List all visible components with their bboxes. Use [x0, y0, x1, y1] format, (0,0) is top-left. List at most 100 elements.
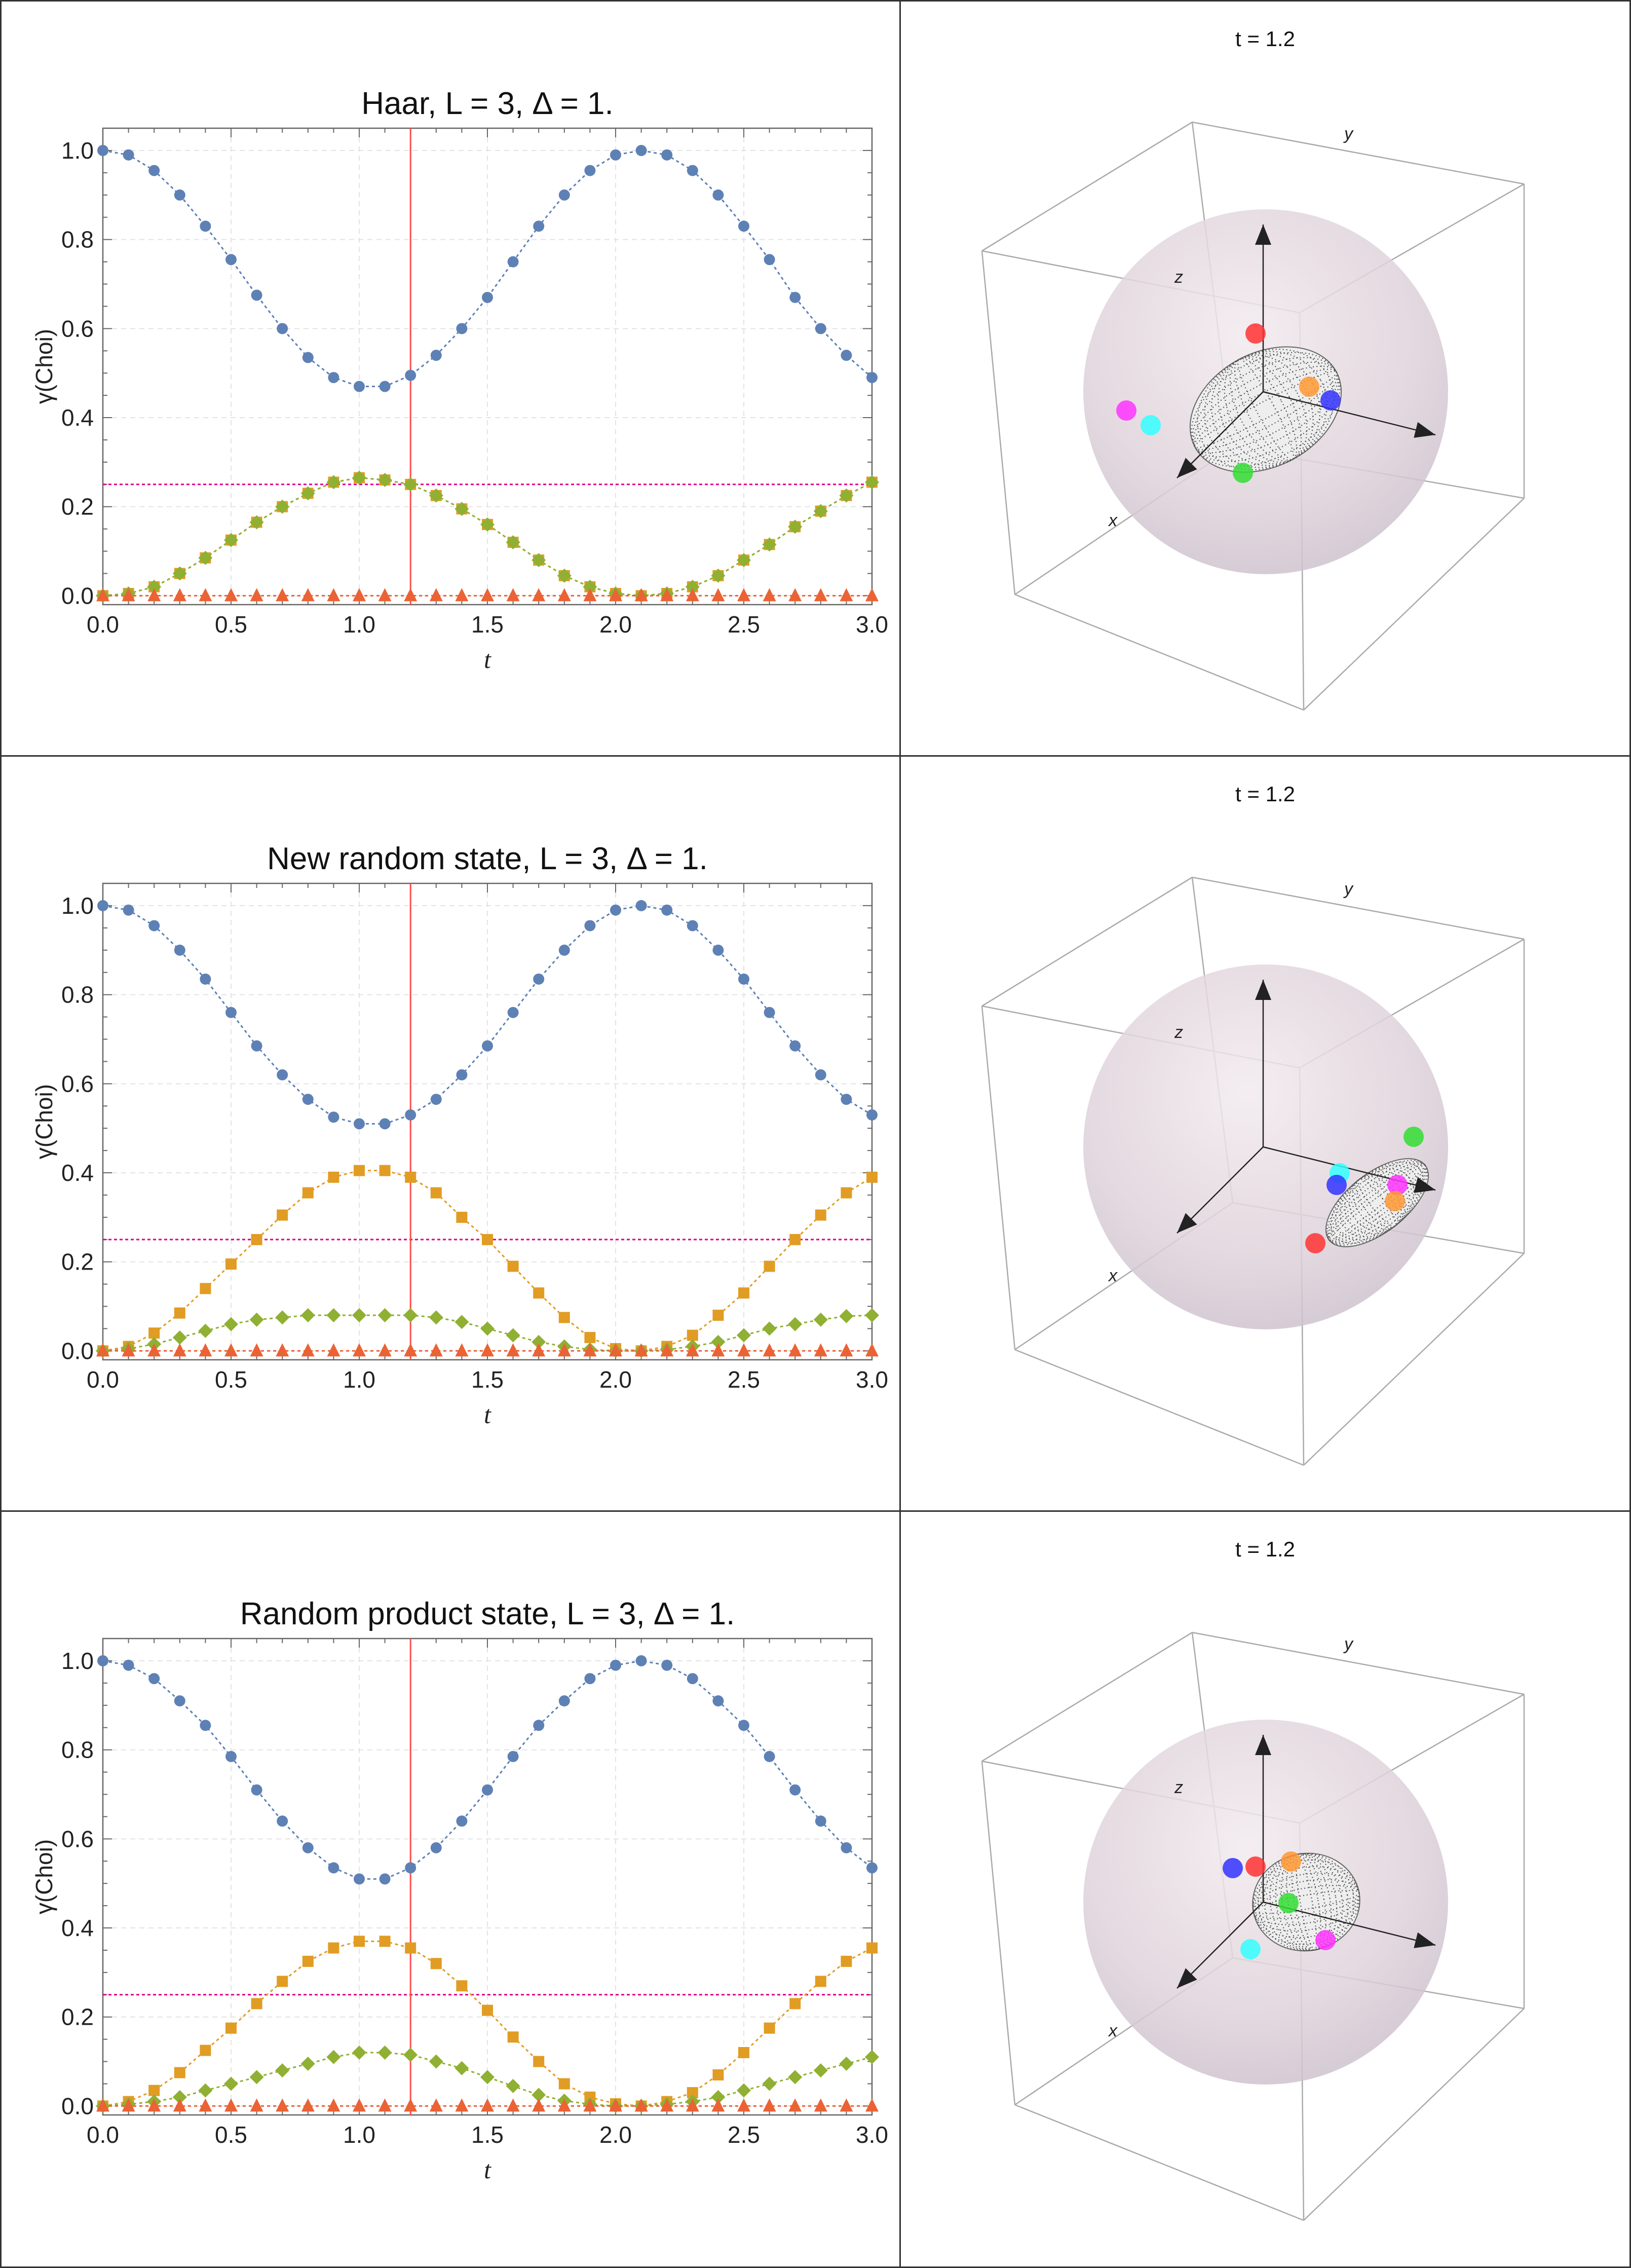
data-point-diamond [839, 2056, 854, 2071]
y-tick-label: 0.0 [61, 1337, 94, 1364]
box-edge [981, 876, 1193, 1007]
data-point-circle [558, 189, 570, 201]
ellipsoid-meridian [1237, 358, 1294, 461]
data-point-triangle [378, 2098, 392, 2112]
data-point-diamond [377, 1308, 392, 1323]
data-point-triangle [276, 2098, 289, 2112]
data-point-triangle [147, 588, 161, 602]
data-point-circle [148, 1673, 160, 1685]
data-point-triangle [506, 588, 520, 602]
bloch-cell-product: t = 1.2 y z x [899, 1510, 1631, 2268]
x-tick-label: 1.5 [471, 611, 504, 638]
data-point-square [841, 1955, 852, 1967]
data-point-square [174, 1307, 185, 1319]
data-point-square [277, 1209, 288, 1221]
data-point-circle [456, 1069, 468, 1081]
y-axis-head [1414, 1932, 1435, 1948]
x-tick-label: 1.0 [343, 1366, 375, 1393]
data-point-square [379, 1165, 391, 1176]
data-point-circle [405, 1862, 416, 1874]
z-axis-head [1255, 980, 1271, 1000]
data-point-triangle [276, 588, 289, 602]
data-point-triangle [301, 1343, 315, 1357]
y-axis-label: γ(Choi) [31, 329, 57, 404]
ellipsoid-meridian [1335, 1165, 1419, 1241]
data-point-diamond [275, 2063, 290, 2078]
y-tick-label: 1.0 [61, 893, 94, 919]
ellipsoid-meridian [1291, 1853, 1321, 1951]
z-axis-head [1255, 225, 1271, 245]
data-point-triangle [404, 588, 418, 602]
data-point-circle [687, 1673, 698, 1685]
data-point-diamond [429, 2054, 443, 2069]
data-point-square [200, 2044, 211, 2056]
data-point-circle [661, 1659, 673, 1671]
ellipsoid-meridian [1258, 1852, 1355, 1952]
data-point-triangle [224, 588, 238, 602]
data-point-circle [482, 291, 493, 303]
data-point-square [430, 1187, 442, 1199]
x-axis-label: x [1108, 1266, 1118, 1285]
data-point-triangle [276, 1343, 289, 1357]
data-point-triangle [634, 1343, 648, 1357]
data-point-circle [635, 1655, 647, 1666]
data-point-triangle [634, 2098, 648, 2112]
data-point-diamond [352, 2046, 366, 2060]
data-point-square [738, 2047, 749, 2059]
data-point-circle [456, 1815, 468, 1827]
box-edge [1303, 2008, 1525, 2221]
data-point-diamond [839, 488, 854, 503]
data-point-triangle [250, 2098, 263, 2112]
data-point-circle [584, 1673, 596, 1685]
x-tick-label: 0.0 [87, 611, 119, 638]
data-point-triangle [865, 588, 879, 602]
data-point-circle [482, 1784, 493, 1796]
data-point-circle [354, 381, 365, 392]
data-point-circle [200, 220, 211, 232]
data-point-triangle [660, 588, 674, 602]
data-point-square [225, 2022, 237, 2034]
bloch-point [1141, 415, 1161, 435]
data-point-triangle [532, 1343, 546, 1357]
box-edge [1192, 876, 1525, 940]
ellipsoid-meridian [1269, 1853, 1343, 1951]
data-point-circle [97, 900, 108, 911]
data-point-triangle [865, 2098, 879, 2112]
data-point-triangle [583, 1343, 597, 1357]
data-point-triangle [378, 1343, 392, 1357]
data-point-square [866, 1942, 878, 1954]
bloch-point [1116, 400, 1136, 421]
x-axis [1177, 1146, 1264, 1234]
state-ellipsoid [1189, 346, 1342, 473]
data-point-diamond [685, 579, 700, 594]
bloch-point [1223, 1858, 1243, 1878]
bloch-point [1305, 1233, 1325, 1253]
data-point-circle [430, 350, 442, 361]
data-point-diamond [403, 2048, 418, 2062]
data-point-triangle [840, 1343, 853, 1357]
data-point-square [302, 1187, 314, 1199]
data-point-diamond [249, 2070, 264, 2085]
y-axis-head [1414, 422, 1435, 438]
data-point-square [789, 1234, 801, 1245]
data-point-circle [328, 1862, 339, 1874]
data-point-triangle [378, 588, 392, 602]
data-point-circle [430, 1842, 442, 1853]
data-point-circle [712, 189, 724, 201]
data-point-square [354, 1936, 365, 1947]
data-point-triangle [711, 2098, 725, 2112]
data-point-triangle [173, 1343, 186, 1357]
x-tick-label: 3.0 [856, 2122, 888, 2148]
data-point-circle [789, 1040, 801, 1052]
data-point-circle [841, 350, 852, 361]
y-axis-head [1414, 1177, 1435, 1193]
ellipsoid-meridian [1197, 349, 1335, 470]
data-point-diamond [352, 1308, 366, 1323]
y-axis-label: γ(Choi) [31, 1839, 57, 1914]
data-point-circle [584, 920, 596, 932]
bloch-point [1315, 1930, 1336, 1950]
data-point-triangle [737, 1343, 750, 1357]
data-point-square [302, 1955, 314, 1967]
bloch-sphere-haar: y z x [981, 121, 1525, 711]
x-tick-label: 0.0 [87, 2122, 119, 2148]
